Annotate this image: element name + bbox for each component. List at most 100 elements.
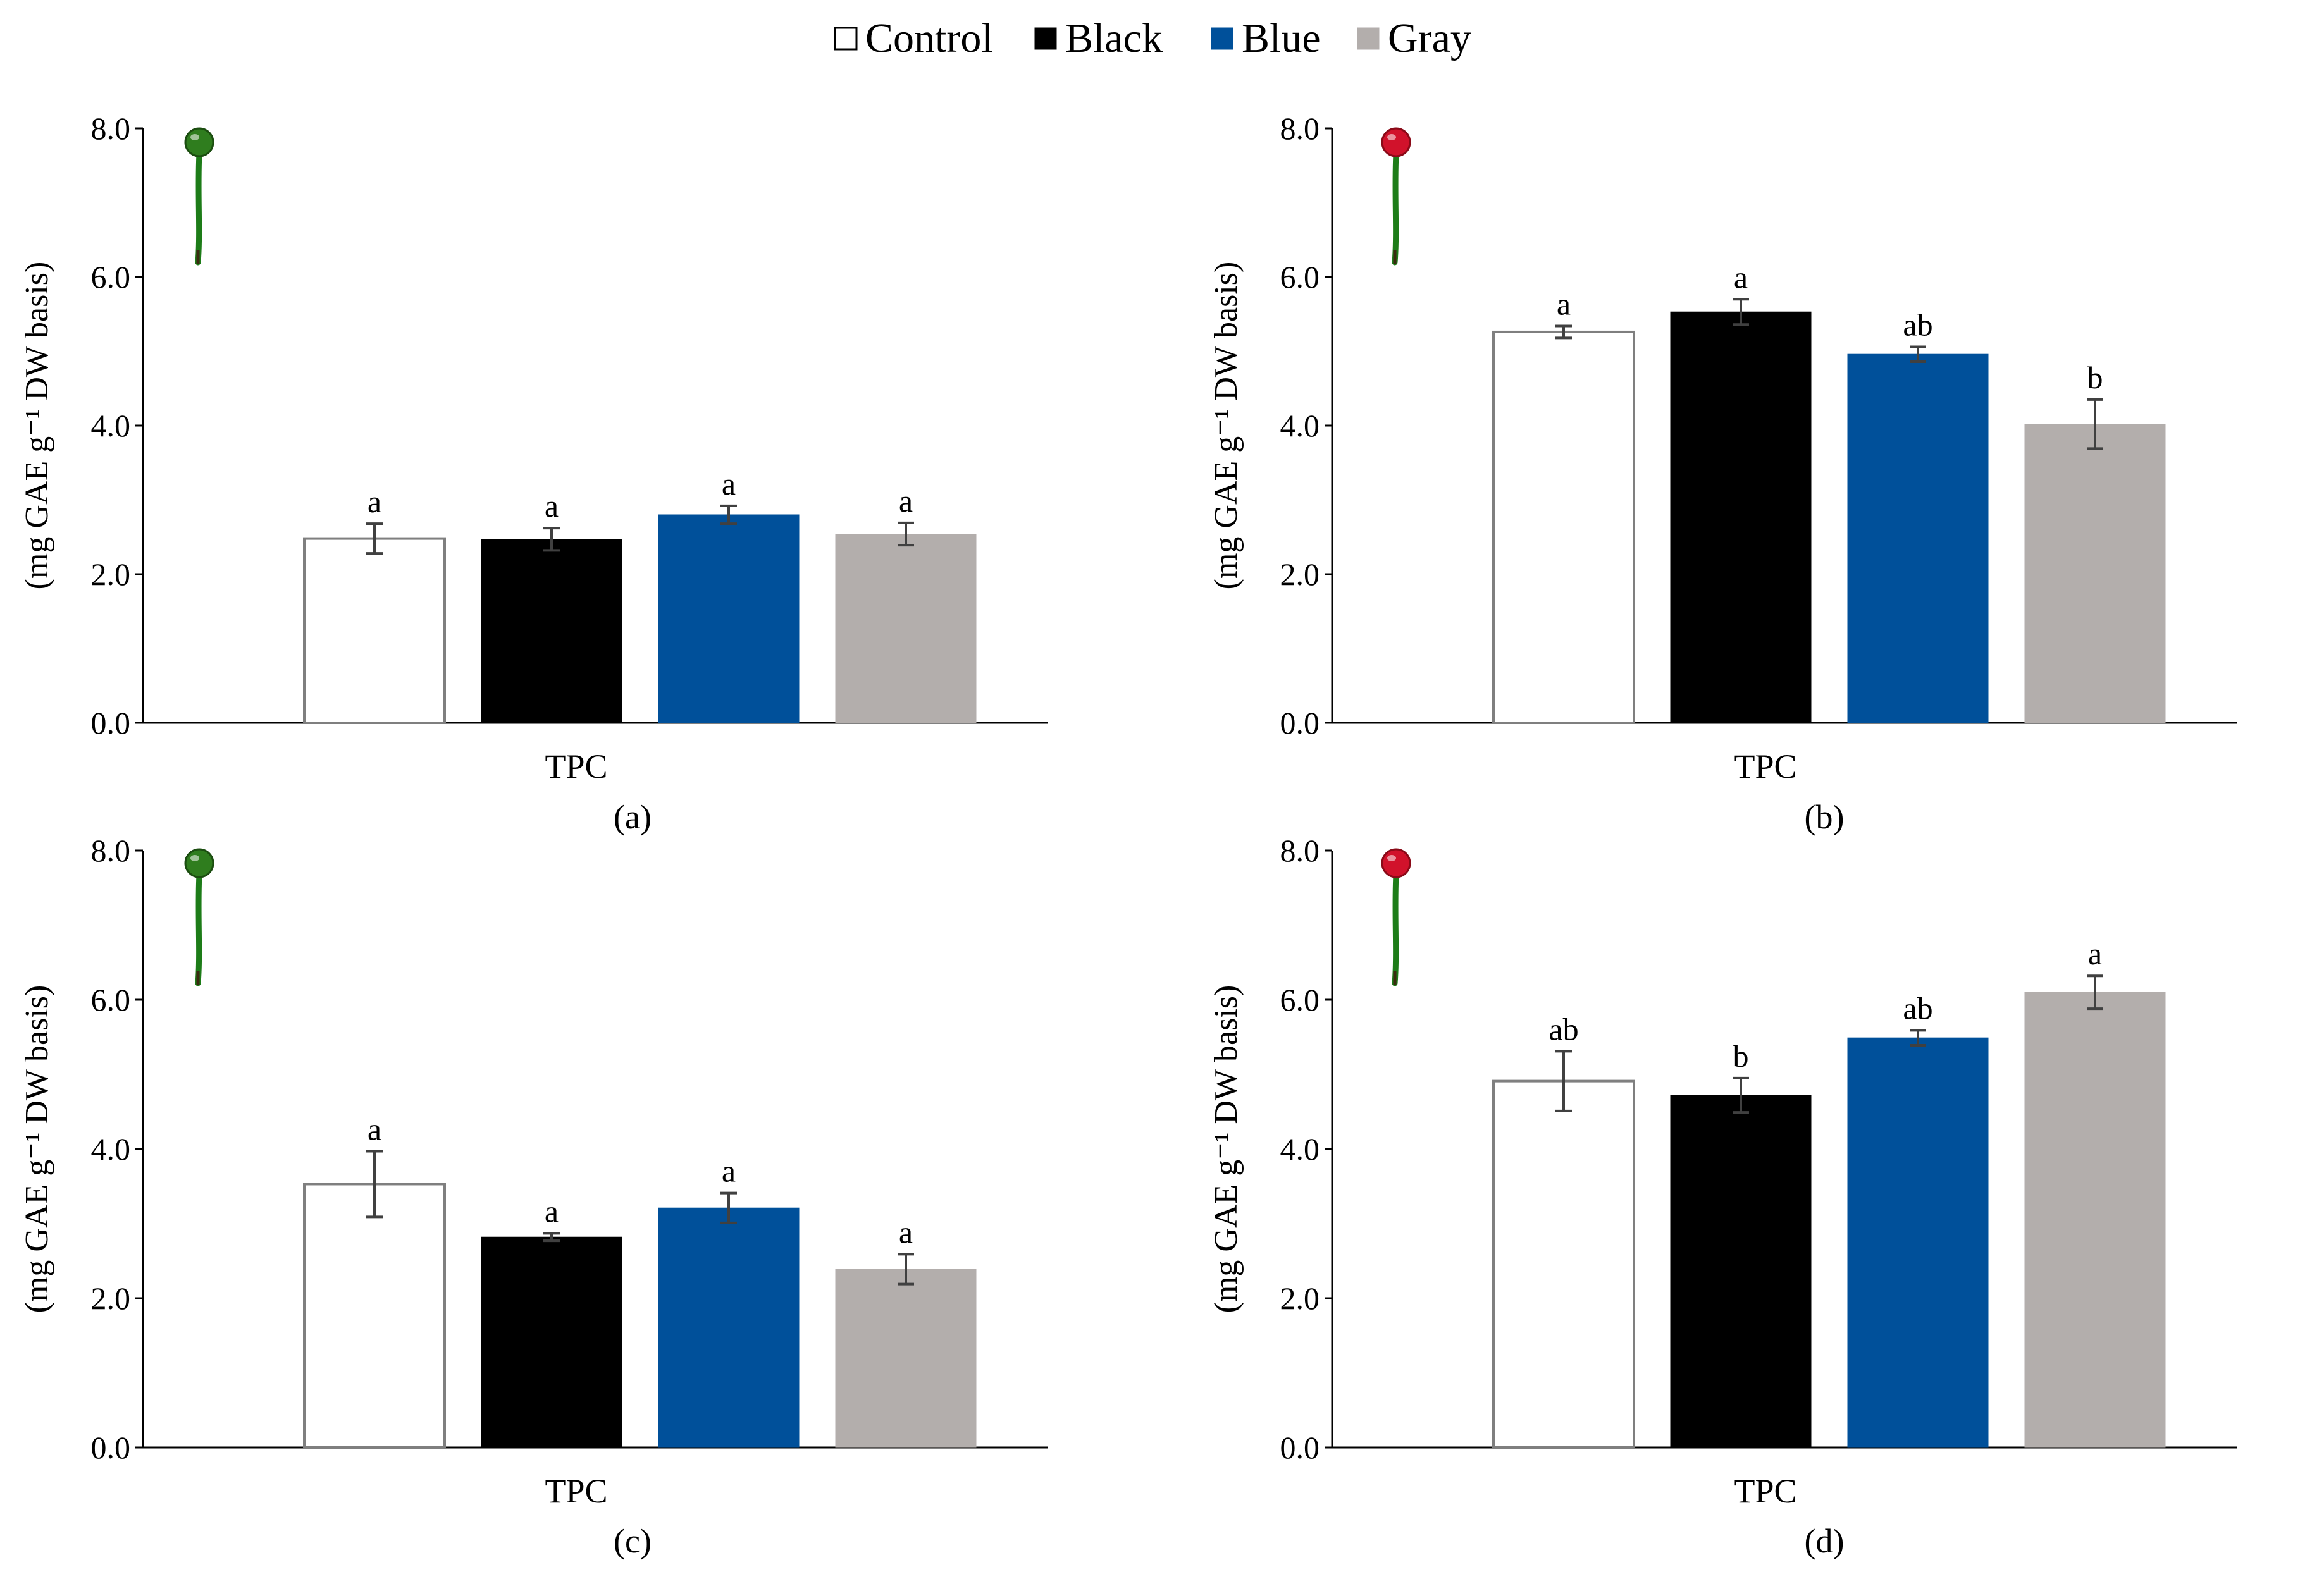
- legend-label: Blue: [1242, 15, 1321, 61]
- bar-black: [1670, 1095, 1812, 1448]
- stem-shape: [1392, 871, 1399, 986]
- bar-black: [481, 539, 622, 723]
- error-bar-gray: [898, 521, 914, 547]
- bar-control: [1492, 330, 1635, 724]
- y-tick-label: 8.0: [1280, 111, 1320, 146]
- bar-blue: [658, 514, 800, 723]
- green-pepper-icon: [184, 848, 214, 986]
- chart-panel-b: 0.0 2.0 4.0 6.0 8.0 (mg GAE g⁻¹ DW basis) a a ab…: [1208, 111, 2237, 836]
- y-tick-label: 2.0: [91, 556, 131, 592]
- legend-item-black: Black: [1034, 15, 1163, 61]
- green-pepper-icon: [184, 127, 214, 266]
- error-bar-gray: [898, 1253, 914, 1286]
- y-tick-label: 4.0: [91, 408, 131, 443]
- y-tick-label: 6.0: [91, 259, 131, 295]
- error-bar-black: [543, 1232, 560, 1243]
- legend-swatch-gray: [1357, 27, 1380, 50]
- y-axis-title: (mg GAE g⁻¹ DW basis): [1208, 262, 1244, 590]
- y-tick-label: 0.0: [1280, 705, 1320, 740]
- error-bar-control: [366, 522, 383, 555]
- bar-gray: [2024, 992, 2166, 1448]
- stem-shape: [195, 151, 202, 266]
- error-bar-black: [1733, 1076, 1749, 1114]
- error-bar-blue: [720, 1191, 737, 1224]
- stem-shape: [195, 871, 202, 986]
- y-tick-label: 4.0: [91, 1131, 131, 1167]
- y-tick-label: 8.0: [1280, 833, 1320, 868]
- y-tick-label: 2.0: [91, 1281, 131, 1316]
- legend-item-control: Control: [834, 15, 993, 61]
- y-axis-title: (mg GAE g⁻¹ DW basis): [1208, 985, 1244, 1313]
- error-bar-gray: [2087, 974, 2103, 1011]
- error-bar-control: [366, 1150, 383, 1219]
- error-bar-control: [1555, 324, 1572, 340]
- bar-blue: [658, 1207, 800, 1448]
- fruit-shape: [184, 848, 214, 878]
- y-tick-label: 6.0: [1280, 259, 1320, 295]
- y-axis-title: (mg GAE g⁻¹ DW basis): [19, 262, 55, 590]
- bar-gray: [835, 534, 977, 723]
- bar-control: [303, 1183, 446, 1449]
- significance-letter: ab: [1548, 1011, 1578, 1047]
- x-category-label: TPC: [545, 1472, 607, 1510]
- legend-label: Black: [1065, 15, 1163, 61]
- chart-panels: 0.0 2.0 4.0 6.0 8.0 (mg GAE g⁻¹ DW basis) a a a a…: [19, 111, 2237, 1560]
- bar-black: [481, 1236, 622, 1448]
- bar-control: [303, 537, 446, 724]
- y-tick-label: 2.0: [1280, 556, 1320, 592]
- y-tick-label: 2.0: [1280, 1281, 1320, 1316]
- significance-letter: a: [1557, 286, 1571, 322]
- y-tick-label: 8.0: [91, 111, 131, 146]
- panel-label: (d): [1805, 1522, 1845, 1560]
- error-bar-blue: [1910, 1029, 1926, 1047]
- fruit-shape: [184, 127, 214, 157]
- fruit-highlight: [1387, 855, 1396, 861]
- bar-black: [1670, 311, 1812, 723]
- significance-letter: a: [545, 1193, 559, 1229]
- y-tick-label: 0.0: [91, 705, 131, 740]
- error-bar-control: [1555, 1050, 1572, 1112]
- significance-letter: a: [722, 466, 736, 501]
- panel-label: (b): [1805, 798, 1845, 836]
- x-category-label: TPC: [1734, 1472, 1796, 1510]
- legend-swatch-blue: [1211, 27, 1233, 50]
- significance-letter: ab: [1903, 307, 1932, 342]
- x-category-label: TPC: [1734, 747, 1796, 785]
- legend-item-gray: Gray: [1357, 15, 1471, 61]
- fruit-shape: [1381, 848, 1411, 878]
- significance-letter: b: [1733, 1038, 1749, 1074]
- bar-gray: [2024, 424, 2166, 723]
- legend-swatch-black: [1034, 27, 1057, 50]
- bar-gray: [835, 1269, 977, 1448]
- fruit-highlight: [190, 134, 199, 140]
- red-pepper-icon: [1381, 848, 1411, 986]
- error-bar-black: [543, 527, 560, 552]
- fruit-highlight: [1387, 134, 1396, 140]
- legend-label: Control: [865, 15, 993, 61]
- bar-blue: [1847, 353, 1989, 723]
- y-tick-label: 4.0: [1280, 408, 1320, 443]
- fruit-shape: [1381, 127, 1411, 157]
- legend-item-blue: Blue: [1211, 15, 1321, 61]
- red-pepper-icon: [1381, 127, 1411, 266]
- y-tick-label: 0.0: [91, 1430, 131, 1465]
- legend-swatch-control: [834, 27, 858, 51]
- significance-letter: a: [368, 484, 381, 519]
- significance-letter: a: [368, 1112, 381, 1147]
- significance-letter: ab: [1903, 990, 1932, 1026]
- error-bar-blue: [1910, 345, 1926, 363]
- y-tick-label: 4.0: [1280, 1131, 1320, 1167]
- significance-letter: a: [899, 1214, 913, 1250]
- chart-panel-c: 0.0 2.0 4.0 6.0 8.0 (mg GAE g⁻¹ DW basis) a a a a…: [19, 833, 1048, 1560]
- legend: Control Black Blue Gray: [834, 15, 1471, 61]
- y-tick-label: 0.0: [1280, 1430, 1320, 1465]
- chart-panel-a: 0.0 2.0 4.0 6.0 8.0 (mg GAE g⁻¹ DW basis) a a a a…: [19, 111, 1048, 836]
- significance-letter: a: [722, 1153, 736, 1189]
- fruit-highlight: [190, 855, 199, 861]
- significance-letter: b: [2087, 360, 2103, 395]
- significance-letter: a: [1734, 259, 1748, 295]
- bar-control: [1492, 1079, 1635, 1449]
- error-bar-black: [1733, 298, 1749, 326]
- x-category-label: TPC: [545, 747, 607, 785]
